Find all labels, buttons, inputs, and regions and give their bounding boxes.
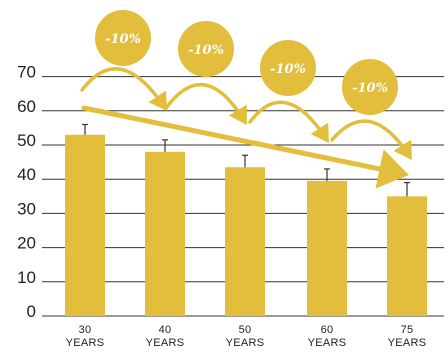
- hop-arrow: [164, 82, 247, 126]
- percent-badge: -10%: [95, 10, 151, 66]
- y-tick-label: 40: [17, 165, 36, 184]
- bar: [65, 134, 105, 316]
- badge-label: -10%: [105, 32, 141, 47]
- y-tick-label: 20: [17, 234, 36, 253]
- y-tick-label: 60: [17, 97, 36, 116]
- x-tick-label: 40 YEARS: [146, 324, 185, 349]
- bar: [387, 196, 427, 316]
- x-tick-label: 30 YEARS: [66, 324, 105, 349]
- percent-badge: -10%: [260, 40, 316, 96]
- bar: [145, 151, 185, 316]
- bar: [307, 180, 347, 316]
- y-tick-label: 0: [27, 302, 36, 321]
- percent-badge: -10%: [342, 59, 398, 115]
- label-layer: 0 10 20 30 40 50 60 70 30 YEARS 40 YEARS 50 YEARS 60 YE…: [17, 63, 426, 349]
- badge-circle: [95, 10, 151, 66]
- y-tick-label: 10: [17, 268, 36, 287]
- hop-arrow: [330, 119, 412, 160]
- percent-badge: -10%: [178, 21, 234, 77]
- x-tick-label: 50 YEARS: [226, 324, 265, 349]
- badge-label: -10%: [270, 62, 306, 77]
- x-tick-label: 75 YEARS: [388, 324, 427, 349]
- badge-layer: -10% -10% -10% -10%: [95, 10, 398, 115]
- y-tick-label: 70: [17, 63, 36, 82]
- y-tick-label: 50: [17, 131, 36, 150]
- arc-layer: [80, 67, 412, 160]
- badge-circle: [342, 59, 398, 115]
- hop-arrow: [248, 100, 329, 143]
- badge-circle: [178, 21, 234, 77]
- x-tick-label: 60 YEARS: [308, 324, 347, 349]
- trend-layer: [81, 105, 409, 189]
- bar-layer: [65, 134, 427, 316]
- bar: [225, 167, 265, 316]
- badge-label: -10%: [188, 43, 224, 58]
- y-tick-label: 30: [17, 199, 36, 218]
- badge-circle: [260, 40, 316, 96]
- hop-arrow: [80, 67, 167, 111]
- badge-label: -10%: [352, 81, 388, 96]
- trend-arrow: [81, 105, 409, 189]
